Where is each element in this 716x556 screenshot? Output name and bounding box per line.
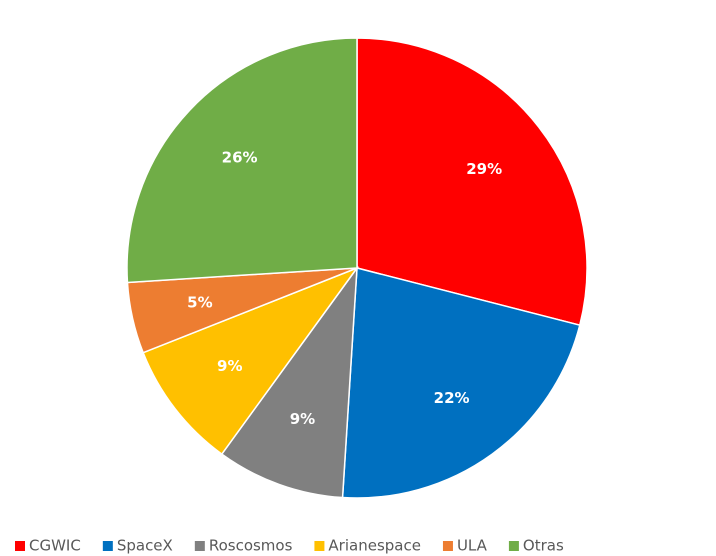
- data-label: 9%: [290, 410, 315, 428]
- legend-swatch: [314, 541, 325, 551]
- legend-swatch: [15, 541, 25, 551]
- data-label: 5%: [187, 294, 212, 312]
- legend-label: Otras: [523, 537, 564, 555]
- pie-slice: [220, 265, 358, 499]
- pie-slice: [142, 266, 360, 456]
- legend-label: Roscosmos: [209, 537, 293, 555]
- pie-slice: [356, 37, 588, 327]
- legend-label: Arianespace: [328, 537, 421, 555]
- data-label: 29%: [466, 160, 502, 178]
- data-label: 26%: [222, 148, 258, 166]
- pie-slice: [126, 37, 358, 284]
- legend-label: CGWIC: [29, 537, 81, 555]
- legend-swatch: [508, 541, 519, 551]
- legend-swatch: [442, 541, 453, 551]
- data-label: 22%: [434, 389, 470, 407]
- legend-swatch: [194, 541, 205, 551]
- pie-slice: [341, 267, 581, 499]
- legend-label: ULA: [457, 537, 488, 555]
- data-label: 9%: [217, 357, 242, 375]
- legend-swatch: [102, 541, 113, 551]
- legend-label: SpaceX: [117, 537, 173, 555]
